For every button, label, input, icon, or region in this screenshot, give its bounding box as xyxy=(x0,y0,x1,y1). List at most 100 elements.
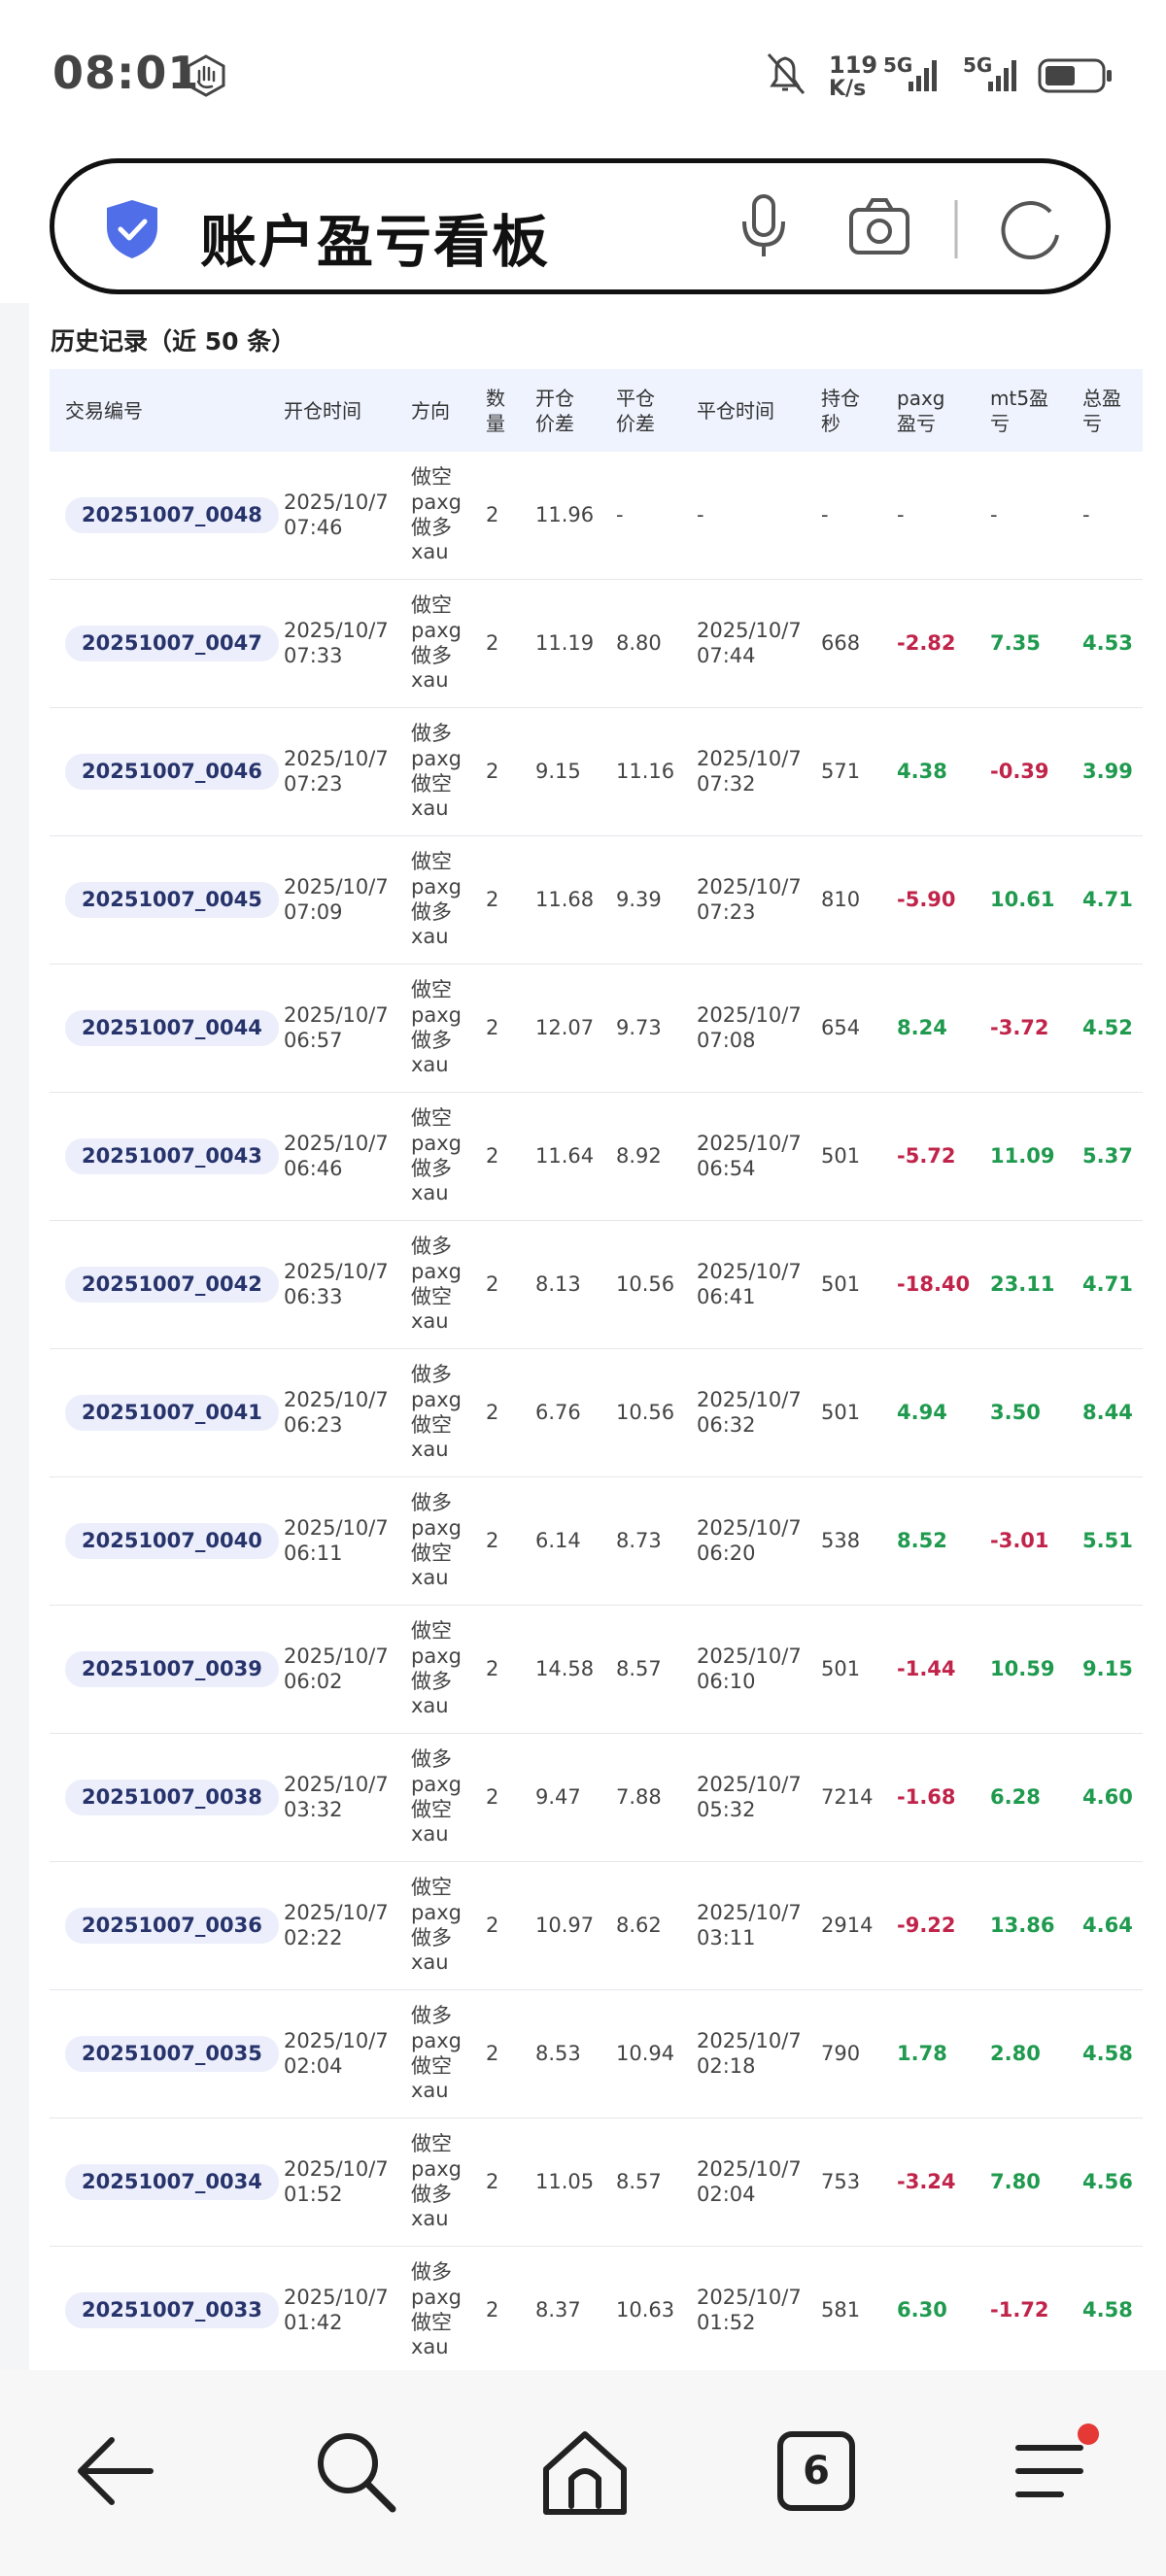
cell-text: 2025/10/7 06:20 xyxy=(697,1515,802,1565)
table-cell: 做多paxg做空xau xyxy=(411,1476,486,1606)
table-cell: 11.16 xyxy=(616,707,697,836)
table-cell: 做多paxg做空xau xyxy=(411,1989,486,2118)
cell-text: 2025/10/7 03:11 xyxy=(697,1900,802,1949)
table-cell: 20251007_0036 xyxy=(50,1861,284,1990)
cell-text: 2025/10/7 06:11 xyxy=(284,1515,389,1565)
cell-text: 2025/10/7 07:44 xyxy=(697,618,802,667)
cell-text: 9.15 xyxy=(535,759,581,783)
cell-text: 8.53 xyxy=(535,2041,581,2065)
table-cell: -5.72 xyxy=(897,1092,990,1221)
search-button[interactable] xyxy=(318,2433,396,2513)
table-cell: 501 xyxy=(821,1348,897,1477)
cell-text: 753 xyxy=(821,2169,861,2193)
table-cell: -1.68 xyxy=(897,1733,990,1862)
table-cell: 2 xyxy=(486,1861,535,1990)
shield-icon xyxy=(107,200,157,258)
table-cell: 2025/10/7 07:23 xyxy=(697,835,821,965)
back-button[interactable] xyxy=(78,2437,154,2505)
pnl-value: -3.01 xyxy=(990,1528,1049,1552)
pnl-value: 4.58 xyxy=(1082,2041,1133,2065)
table-cell: 8.57 xyxy=(616,1605,697,1734)
cell-text: 668 xyxy=(821,630,861,655)
cell-text: 8.92 xyxy=(616,1143,662,1168)
table-cell: 7214 xyxy=(821,1733,897,1862)
bar-icons xyxy=(742,194,1059,260)
menu-button[interactable] xyxy=(1015,2423,1099,2497)
column-header: 方向 xyxy=(411,369,486,452)
trade-id: 20251007_0042 xyxy=(65,1266,279,1304)
table-row: 20251007_0045 2025/10/7 07:09 做空paxg做多xau 2… xyxy=(50,835,1143,965)
cell-text: 790 xyxy=(821,2041,861,2065)
table-cell: 2914 xyxy=(821,1861,897,1990)
table-cell: -0.39 xyxy=(990,707,1082,836)
direction: 做多paxg做空xau xyxy=(411,1491,462,1590)
pnl-value: 4.56 xyxy=(1082,2169,1133,2193)
pnl-value: 10.61 xyxy=(990,887,1055,911)
trade-id: 20251007_0034 xyxy=(65,2163,279,2201)
table-cell: 581 xyxy=(821,2246,897,2370)
trade-id: 20251007_0048 xyxy=(65,496,279,534)
table-cell: 2025/10/7 06:20 xyxy=(697,1476,821,1606)
column-header: 开仓时间 xyxy=(284,369,411,452)
table-cell: 2 xyxy=(486,452,535,580)
table-cell: 2 xyxy=(486,707,535,836)
direction: 做空paxg做多xau xyxy=(411,593,462,693)
table-cell: 6.76 xyxy=(535,1348,616,1477)
cell-text: 2025/10/7 02:04 xyxy=(697,2156,802,2206)
address-bar[interactable]: 账户盈亏看板 xyxy=(50,158,1111,294)
table-cell: 2 xyxy=(486,964,535,1093)
direction: 做多paxg做空xau xyxy=(411,1747,462,1847)
table-cell: - xyxy=(1082,452,1143,580)
table-cell: 2025/10/7 07:46 xyxy=(284,452,411,580)
gesture-icon xyxy=(187,54,225,97)
cell-text: 11.68 xyxy=(535,887,595,911)
table-cell: 11.05 xyxy=(535,2118,616,2247)
pnl-value: -0.39 xyxy=(990,759,1049,783)
table-cell: 4.64 xyxy=(1082,1861,1143,1990)
column-header-text: 开仓价差 xyxy=(535,386,574,435)
pnl-value: 4.38 xyxy=(897,759,947,783)
cell-text: 9.39 xyxy=(616,887,662,911)
table-row: 20251007_0034 2025/10/7 01:52 做空paxg做多xau 2… xyxy=(50,2118,1143,2247)
cell-text: 2025/10/7 03:32 xyxy=(284,1772,389,1821)
table-cell: 2 xyxy=(486,1989,535,2118)
trade-id: 20251007_0047 xyxy=(65,625,279,662)
trade-id: 20251007_0038 xyxy=(65,1779,279,1816)
table-cell: 11.68 xyxy=(535,835,616,965)
pnl-value: -1.68 xyxy=(897,1784,956,1809)
table-cell: 810 xyxy=(821,835,897,965)
direction: 做空paxg做多xau xyxy=(411,978,462,1077)
table-cell: 做空paxg做多xau xyxy=(411,1861,486,1990)
table-cell: 2 xyxy=(486,2246,535,2370)
table-cell: 20251007_0046 xyxy=(50,707,284,836)
table-cell: 做多paxg做空xau xyxy=(411,1220,486,1349)
table-cell: 做多paxg做空xau xyxy=(411,707,486,836)
table-cell: 501 xyxy=(821,1605,897,1734)
cell-text: - xyxy=(821,502,829,526)
table-cell: 6.28 xyxy=(990,1733,1082,1862)
table-cell: 8.13 xyxy=(535,1220,616,1349)
table-cell: 8.62 xyxy=(616,1861,697,1990)
history-table: 交易编号 开仓时间 方向 数量 开仓价差 平仓价差 平仓时间 持仓秒 paxg盈亏 mt5盈亏 总盈… xyxy=(50,369,1143,2370)
table-cell: 做空paxg做多xau xyxy=(411,964,486,1093)
table-cell: 11.64 xyxy=(535,1092,616,1221)
cell-text: 8.13 xyxy=(535,1271,581,1296)
cell-text: 2025/10/7 07:09 xyxy=(284,874,389,924)
cell-text: 2 xyxy=(486,630,499,655)
cell-text: 11.19 xyxy=(535,630,595,655)
direction: 做空paxg做多xau xyxy=(411,850,462,949)
table-cell: 20251007_0048 xyxy=(50,452,284,580)
page-title: 账户盈亏看板 xyxy=(200,209,551,275)
table-cell: 1.78 xyxy=(897,1989,990,2118)
direction: 做空paxg做多xau xyxy=(411,1619,462,1718)
table-cell: 4.94 xyxy=(897,1348,990,1477)
cell-text: 2025/10/7 07:46 xyxy=(284,490,389,539)
table-cell: 4.56 xyxy=(1082,2118,1143,2247)
cell-text: 10.97 xyxy=(535,1913,595,1937)
home-button[interactable] xyxy=(543,2431,627,2515)
table-row: 20251007_0048 2025/10/7 07:46 做空paxg做多xau 2… xyxy=(50,452,1143,580)
table-cell: 20251007_0047 xyxy=(50,579,284,708)
table-cell: 9.73 xyxy=(616,964,697,1093)
table-cell: 2025/10/7 03:11 xyxy=(697,1861,821,1990)
tabs-button[interactable]: 6 xyxy=(777,2431,855,2511)
